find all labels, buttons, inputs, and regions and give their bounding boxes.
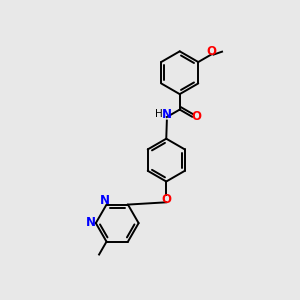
Text: H: H	[155, 109, 163, 119]
Text: O: O	[206, 44, 216, 58]
Text: O: O	[191, 110, 201, 123]
Text: O: O	[161, 193, 171, 206]
Text: N: N	[162, 107, 172, 121]
Text: N: N	[85, 216, 95, 229]
Text: N: N	[100, 194, 110, 207]
